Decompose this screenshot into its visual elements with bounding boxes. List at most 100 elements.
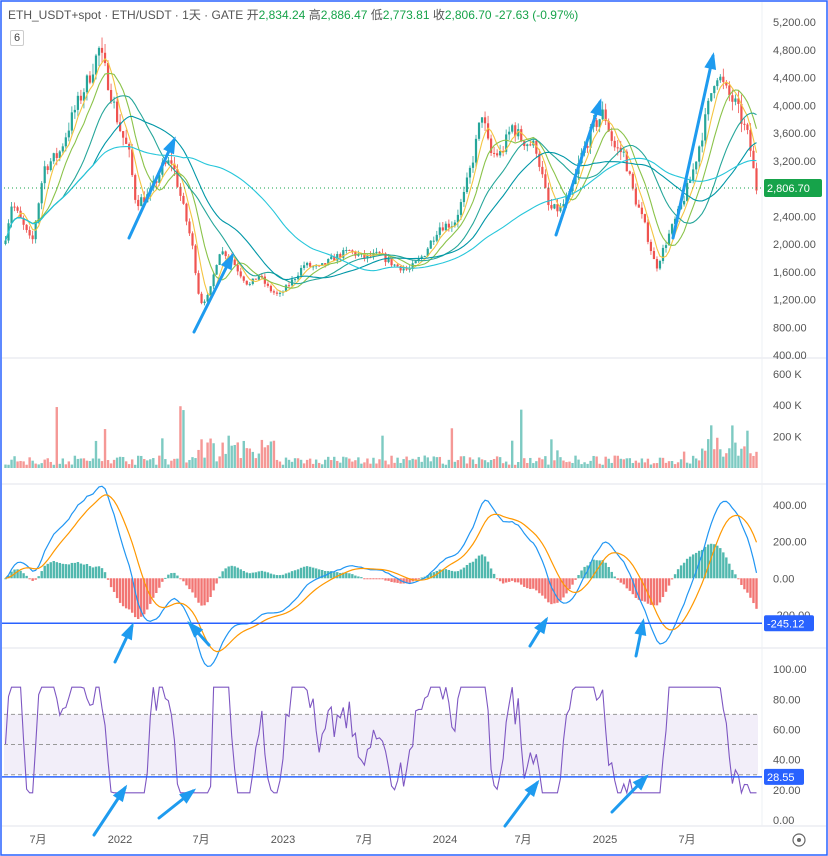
candle-body: [67, 130, 70, 138]
macd-histogram-bar: [637, 578, 641, 600]
candle-body: [221, 251, 224, 255]
candle-body: [116, 101, 119, 123]
macd-histogram-bar: [73, 562, 77, 579]
candle-body: [158, 174, 161, 183]
volume-bar: [91, 458, 95, 468]
macd-histogram-bar: [43, 565, 46, 579]
candle-body: [254, 278, 257, 280]
volume-bar: [112, 459, 116, 468]
candle-body: [402, 268, 405, 271]
bottom-arrow: [121, 622, 134, 641]
candle-body: [272, 291, 276, 293]
bottom-arrow: [534, 616, 549, 635]
volume-bar: [474, 463, 478, 468]
volume-bar: [601, 464, 604, 468]
volume-bar: [604, 456, 607, 468]
macd-histogram-bar: [613, 576, 616, 579]
rsi-tick-label: 0.00: [773, 815, 794, 827]
candle-body: [119, 122, 122, 132]
candle-body: [649, 241, 653, 252]
candle-body: [173, 163, 176, 170]
candle-body: [755, 168, 758, 191]
volume-bar: [311, 463, 315, 468]
candle-body: [483, 117, 487, 124]
macd-histogram-bar: [393, 578, 396, 583]
volume-tick-label: 400 K: [773, 400, 802, 412]
macd-histogram-bar: [372, 578, 375, 580]
candle-body: [91, 74, 95, 83]
indicator-count-badge[interactable]: 6: [10, 30, 25, 46]
x-tick-label: 2023: [271, 834, 295, 846]
candle-body: [85, 75, 89, 93]
macd-histogram-bar: [532, 578, 535, 589]
volume-bar: [82, 458, 86, 468]
x-tick-label: 2024: [433, 834, 457, 846]
candle-body: [170, 160, 173, 164]
macd-histogram-bar: [631, 578, 635, 595]
macd-histogram-bar: [504, 578, 508, 583]
volume-bar: [164, 459, 167, 468]
volume-bar: [127, 464, 131, 468]
settings-gear-icon[interactable]: [792, 833, 806, 847]
volume-bar: [118, 456, 122, 468]
macd-histogram-bar: [121, 578, 125, 607]
macd-histogram-bar: [728, 563, 731, 579]
candle-body: [637, 204, 640, 208]
volume-bar: [324, 459, 327, 468]
volume-bar: [725, 453, 728, 468]
volume-bar: [287, 459, 291, 468]
candle-body: [502, 151, 505, 153]
candle-body: [465, 177, 469, 193]
macd-histogram-bar: [661, 578, 665, 598]
candle-body: [206, 294, 209, 302]
volume-bar: [426, 457, 429, 468]
macd-histogram-bar: [257, 571, 261, 579]
macd-histogram-bar: [281, 574, 285, 579]
volume-bar: [553, 460, 556, 468]
moving-average-line: [4, 146, 757, 272]
volume-bar: [688, 463, 692, 468]
macd-histogram-bar: [384, 578, 387, 581]
macd-histogram-bar: [133, 578, 137, 618]
macd-histogram-bar: [405, 578, 408, 584]
macd-histogram-bar: [616, 578, 619, 580]
macd-histogram-bar: [417, 578, 420, 580]
macd-histogram-bar: [127, 578, 131, 610]
candle-body: [734, 98, 737, 102]
macd-histogram-bar: [88, 566, 92, 579]
settings-gear-icon-center: [797, 838, 801, 842]
candle-body: [664, 245, 668, 248]
volume-bar: [707, 439, 710, 468]
candle-body: [345, 250, 348, 252]
volume-bar: [694, 458, 698, 468]
candle-body: [405, 268, 408, 270]
volume-bar: [351, 461, 354, 468]
volume-bar: [459, 456, 463, 468]
macd-histogram-bar: [716, 545, 719, 579]
macd-histogram-bar: [697, 550, 701, 579]
macd-histogram-bar: [188, 578, 191, 590]
macd-histogram-bar: [526, 578, 529, 589]
volume-bar: [541, 459, 544, 468]
x-tick-label: 2022: [108, 834, 132, 846]
volume-bar: [22, 461, 25, 468]
volume-bar: [194, 458, 197, 468]
volume-bar: [571, 462, 574, 468]
macd-histogram-bar: [336, 572, 339, 579]
macd-histogram-bar: [489, 568, 493, 579]
candle-body: [179, 186, 182, 196]
macd-histogram-bar: [387, 578, 390, 581]
candle-body: [106, 63, 110, 91]
candle-body: [103, 52, 107, 64]
macd-histogram-bar: [655, 578, 659, 606]
volume-bar: [233, 444, 236, 468]
bottom-arrow: [634, 618, 647, 636]
candle-body: [293, 279, 297, 281]
macd-tick-label: 0.00: [773, 573, 794, 585]
candle-body: [716, 80, 719, 87]
macd-histogram-bar: [676, 569, 680, 579]
macd-histogram-bar: [357, 576, 360, 579]
volume-bar: [61, 458, 65, 468]
macd-histogram-bar: [710, 543, 713, 579]
